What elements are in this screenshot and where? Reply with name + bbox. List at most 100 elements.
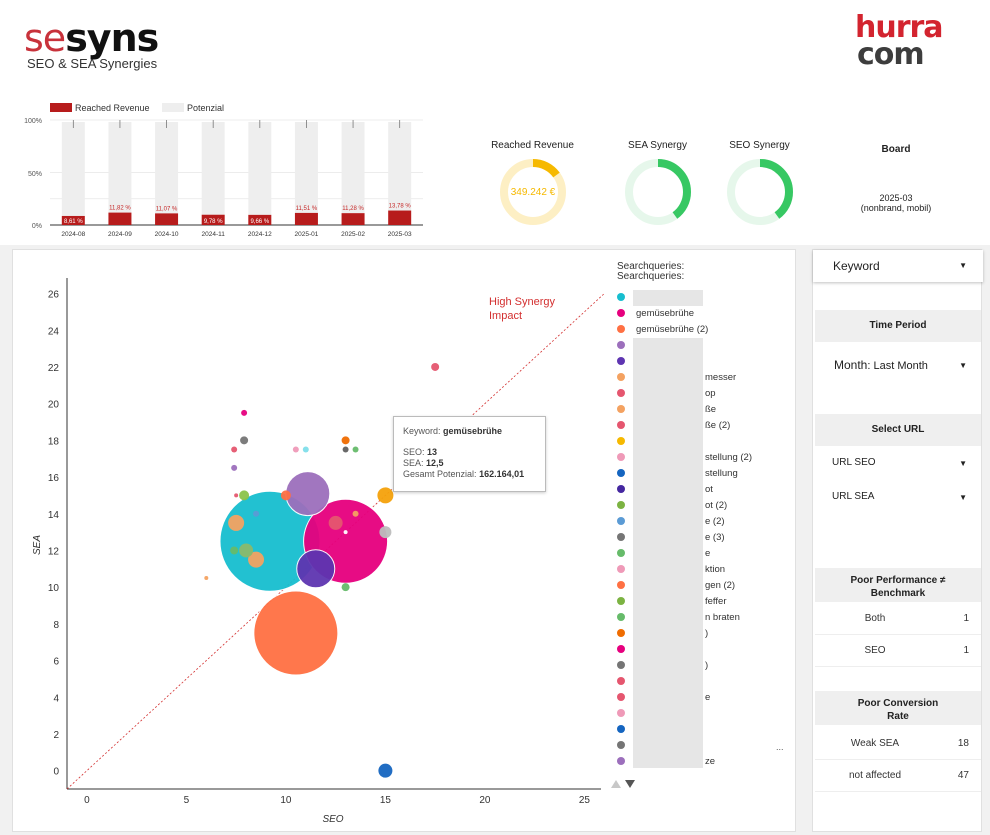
legend-dot[interactable] <box>617 581 625 589</box>
legend-item-label[interactable]: ße (2) <box>705 420 730 431</box>
scatter-point[interactable] <box>228 514 245 531</box>
scatter-point[interactable] <box>342 446 349 453</box>
legend-dot[interactable] <box>617 709 625 717</box>
legend-dot[interactable] <box>617 389 625 397</box>
legend-more: ... <box>776 742 784 752</box>
scatter-point[interactable] <box>285 471 331 517</box>
poor-conversion-row[interactable]: not affected 47 <box>815 760 981 792</box>
tooltip-sea-label: SEA: <box>403 458 424 468</box>
legend-item-label[interactable]: ze <box>705 756 715 767</box>
scatter-point[interactable] <box>231 464 238 471</box>
legend-dot[interactable] <box>617 293 625 301</box>
legend-dot[interactable] <box>617 405 625 413</box>
legend-item-label[interactable]: e <box>705 548 710 559</box>
scatter-point[interactable] <box>240 436 249 445</box>
legend-dot[interactable] <box>617 325 625 333</box>
scatter-point[interactable] <box>378 763 393 778</box>
legend-dot[interactable] <box>617 453 625 461</box>
legend-item-label[interactable]: feffer <box>705 596 726 607</box>
month-dropdown[interactable]: Month: Last Month ▼ <box>813 358 983 378</box>
scatter-point[interactable] <box>234 493 239 498</box>
legend-dot[interactable] <box>617 613 625 621</box>
legend-item-label[interactable]: ktion <box>705 564 725 575</box>
legend-dot[interactable] <box>617 661 625 669</box>
poor-conversion-row[interactable]: Weak SEA 18 <box>815 728 981 760</box>
legend-item-label[interactable]: messer <box>705 372 736 383</box>
legend-item-label[interactable]: stellung <box>705 468 738 479</box>
scatter-point[interactable] <box>292 446 299 453</box>
legend-dot[interactable] <box>617 501 625 509</box>
legend-dot[interactable] <box>617 533 625 541</box>
legend-item-label[interactable]: ße <box>705 404 716 415</box>
legend-prev-icon[interactable] <box>611 780 621 788</box>
legend-item-label[interactable]: ) <box>705 660 708 671</box>
legend-dot[interactable] <box>617 645 625 653</box>
legend-next-icon[interactable] <box>625 780 635 788</box>
legend-item-label[interactable]: op <box>705 388 716 399</box>
bar-data-label: 11,82 % <box>109 206 131 212</box>
scatter-point[interactable] <box>302 446 309 453</box>
legend-dot[interactable] <box>617 517 625 525</box>
legend-item-label[interactable]: stellung (2) <box>705 452 752 463</box>
legend-dot[interactable] <box>617 437 625 445</box>
scatter-point[interactable] <box>248 551 265 568</box>
scatter-point[interactable] <box>377 487 394 504</box>
legend-dot[interactable] <box>617 725 625 733</box>
scatter-point[interactable] <box>328 515 343 530</box>
keyword-dropdown[interactable]: Keyword ▼ <box>813 250 983 282</box>
legend-dot[interactable] <box>617 757 625 765</box>
scatter-point[interactable] <box>253 510 260 517</box>
legend-dot[interactable] <box>617 485 625 493</box>
legend-item-label[interactable]: e (2) <box>705 516 725 527</box>
legend-dot[interactable] <box>617 677 625 685</box>
legend-dot[interactable] <box>617 549 625 557</box>
legend-dot[interactable] <box>617 565 625 573</box>
scatter-point[interactable] <box>253 590 339 676</box>
scatter-point[interactable] <box>204 575 209 580</box>
scatter-point[interactable] <box>343 530 348 535</box>
scatter-point[interactable] <box>341 436 350 445</box>
scatter-point[interactable] <box>352 446 359 453</box>
scatter-point[interactable] <box>230 546 239 555</box>
scatter-point[interactable] <box>241 409 248 416</box>
legend-dot[interactable] <box>617 597 625 605</box>
y-tick-label: 16 <box>48 473 60 484</box>
x-tick-label: 10 <box>280 795 292 806</box>
legend-item-label[interactable]: gen (2) <box>705 580 735 591</box>
bar-data-label: 9,66 % <box>250 219 269 225</box>
legend-dot[interactable] <box>617 629 625 637</box>
legend-dot[interactable] <box>617 309 625 317</box>
url-sea-dropdown[interactable]: URL SEA ▼ <box>813 491 983 509</box>
legend-item-label[interactable]: n braten <box>705 612 740 623</box>
legend-item-label[interactable]: ot (2) <box>705 500 727 511</box>
scatter-point[interactable] <box>431 362 440 371</box>
scatter-point[interactable] <box>379 526 392 539</box>
url-seo-dropdown[interactable]: URL SEO ▼ <box>813 457 983 475</box>
legend-dot[interactable] <box>617 421 625 429</box>
scatter-point[interactable] <box>296 549 336 589</box>
legend-redaction <box>633 338 703 768</box>
poor-performance-row[interactable]: SEO 1 <box>815 635 981 667</box>
gauge-fill <box>624 159 691 225</box>
legend-item-label[interactable]: e <box>705 692 710 703</box>
legend-item-label[interactable]: e (3) <box>705 532 725 543</box>
legend-dot[interactable] <box>617 741 625 749</box>
legend-item-label[interactable]: ) <box>705 628 708 639</box>
legend-dot[interactable] <box>617 357 625 365</box>
legend-item-label[interactable]: gemüsebrühe (2) <box>636 324 708 335</box>
scatter-point[interactable] <box>231 446 238 453</box>
scatter-point[interactable] <box>352 510 359 517</box>
scatter-point[interactable] <box>341 583 350 592</box>
legend-dot[interactable] <box>617 469 625 477</box>
legend-dot[interactable] <box>617 373 625 381</box>
scatter-point[interactable] <box>280 490 291 501</box>
poor-performance-row[interactable]: Both 1 <box>815 603 981 635</box>
legend-swatch-reached <box>50 103 72 112</box>
legend-dot[interactable] <box>617 693 625 701</box>
legend-dot[interactable] <box>617 341 625 349</box>
x-tick-label: 15 <box>380 795 392 806</box>
scatter-point[interactable] <box>239 543 254 558</box>
scatter-point[interactable] <box>239 490 250 501</box>
legend-item-label[interactable]: gemüsebrühe <box>636 308 694 319</box>
legend-item-label[interactable]: ot <box>705 484 713 495</box>
